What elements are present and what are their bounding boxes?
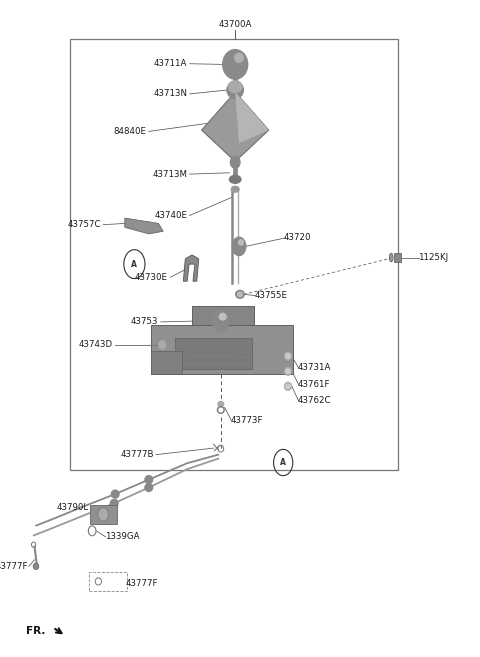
Ellipse shape: [284, 367, 292, 376]
Text: A: A: [280, 458, 286, 467]
Ellipse shape: [110, 499, 118, 507]
Ellipse shape: [33, 563, 39, 570]
Text: 1125KJ: 1125KJ: [418, 253, 448, 262]
Text: 43777F: 43777F: [126, 579, 158, 588]
Ellipse shape: [218, 401, 224, 407]
Ellipse shape: [235, 53, 243, 62]
Polygon shape: [202, 92, 269, 162]
Ellipse shape: [219, 313, 226, 320]
Text: 43720: 43720: [283, 233, 311, 242]
Ellipse shape: [284, 382, 292, 391]
Ellipse shape: [229, 175, 241, 183]
Ellipse shape: [227, 81, 243, 99]
Ellipse shape: [111, 490, 119, 498]
Ellipse shape: [145, 484, 153, 491]
Text: 43740E: 43740E: [154, 211, 187, 220]
Ellipse shape: [212, 310, 229, 331]
Text: 43777B: 43777B: [120, 450, 154, 459]
Text: FR.: FR.: [26, 625, 46, 636]
Text: 1339GA: 1339GA: [105, 532, 139, 541]
Ellipse shape: [238, 292, 242, 297]
Text: A: A: [132, 260, 137, 269]
Polygon shape: [125, 218, 163, 234]
Ellipse shape: [286, 369, 290, 373]
Ellipse shape: [236, 290, 244, 298]
Ellipse shape: [231, 187, 239, 193]
Text: 43731A: 43731A: [298, 363, 331, 373]
Bar: [89, 572, 127, 591]
Ellipse shape: [389, 253, 393, 262]
Text: 43777F: 43777F: [0, 562, 28, 571]
Bar: [394, 253, 401, 262]
Text: 43713M: 43713M: [152, 170, 187, 179]
Ellipse shape: [145, 476, 153, 484]
Ellipse shape: [239, 240, 243, 245]
Ellipse shape: [232, 237, 246, 256]
Ellipse shape: [158, 340, 166, 350]
Text: 84840E: 84840E: [113, 127, 146, 136]
FancyArrowPatch shape: [55, 628, 61, 633]
Text: 43790L: 43790L: [57, 503, 89, 512]
Ellipse shape: [98, 508, 108, 521]
Text: 43773F: 43773F: [230, 416, 263, 425]
Bar: [175, 338, 252, 369]
Bar: [90, 505, 117, 524]
Bar: [151, 325, 293, 374]
Text: 43753: 43753: [131, 317, 158, 327]
Text: 43743D: 43743D: [79, 340, 113, 350]
Text: 43700A: 43700A: [218, 20, 252, 29]
Text: 43762C: 43762C: [298, 396, 331, 405]
Text: 43755E: 43755E: [254, 291, 288, 300]
Text: 43713N: 43713N: [153, 89, 187, 99]
Ellipse shape: [286, 384, 290, 389]
Bar: [70, 39, 398, 470]
Text: 43761F: 43761F: [298, 380, 330, 389]
Text: 43711A: 43711A: [154, 59, 187, 68]
Ellipse shape: [284, 352, 292, 360]
Bar: [151, 351, 182, 374]
Polygon shape: [235, 92, 269, 143]
Text: 43730E: 43730E: [135, 273, 168, 282]
Bar: [192, 306, 254, 325]
Ellipse shape: [228, 81, 242, 93]
Ellipse shape: [223, 50, 248, 79]
Text: 43757C: 43757C: [67, 220, 101, 229]
Polygon shape: [183, 255, 199, 281]
Ellipse shape: [230, 156, 240, 168]
Ellipse shape: [286, 353, 290, 359]
